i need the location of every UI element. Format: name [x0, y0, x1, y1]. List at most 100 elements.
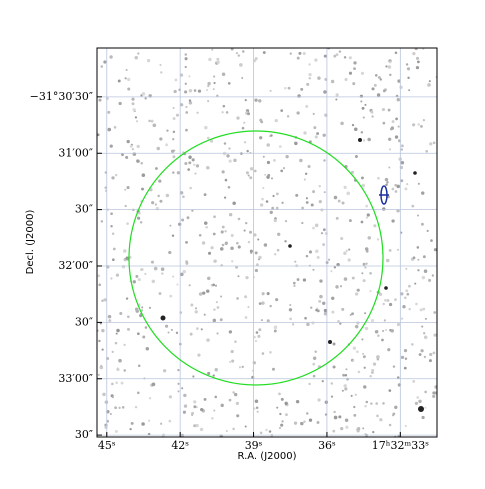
star	[318, 200, 322, 204]
star	[212, 232, 216, 236]
star	[362, 427, 365, 430]
star	[212, 318, 217, 323]
star	[245, 171, 249, 175]
star	[327, 258, 331, 261]
star	[416, 56, 420, 60]
star	[130, 421, 134, 425]
star	[269, 304, 272, 308]
star	[225, 241, 228, 245]
star	[403, 349, 408, 353]
star	[308, 250, 313, 254]
star	[179, 73, 184, 77]
star	[429, 142, 433, 146]
star	[221, 243, 225, 247]
star	[212, 88, 215, 91]
star	[123, 343, 126, 347]
star	[347, 258, 351, 262]
star	[389, 61, 392, 64]
star	[160, 267, 165, 271]
star	[212, 374, 215, 377]
star	[110, 212, 113, 216]
y-tick-label: 30″	[75, 203, 93, 216]
star	[426, 229, 429, 233]
star	[284, 240, 287, 243]
star	[207, 100, 210, 103]
star	[344, 387, 348, 391]
star	[348, 248, 351, 251]
star	[211, 48, 214, 51]
star	[302, 278, 307, 282]
star	[306, 82, 310, 86]
star	[421, 275, 426, 280]
star	[352, 82, 356, 86]
star	[323, 159, 326, 162]
star	[385, 183, 388, 186]
star	[228, 159, 232, 163]
star	[109, 55, 113, 59]
star	[225, 429, 228, 432]
star	[304, 316, 307, 320]
star	[179, 191, 184, 195]
star	[381, 329, 385, 333]
star	[180, 272, 184, 277]
star	[220, 230, 224, 234]
star	[97, 133, 100, 137]
star	[360, 131, 364, 134]
star	[384, 298, 387, 302]
star	[168, 419, 172, 423]
star	[195, 423, 199, 428]
star	[268, 430, 272, 433]
star	[141, 92, 146, 96]
star	[352, 346, 356, 350]
star	[188, 155, 192, 159]
star	[313, 126, 317, 130]
star	[230, 48, 234, 51]
star	[375, 402, 379, 405]
star	[416, 214, 420, 217]
star	[185, 260, 188, 263]
star	[367, 137, 371, 142]
star	[108, 319, 112, 323]
star	[392, 412, 396, 416]
star	[397, 79, 401, 83]
star	[434, 385, 437, 389]
star	[333, 266, 337, 269]
star	[98, 283, 102, 287]
star	[385, 328, 388, 332]
star	[142, 335, 146, 339]
star	[400, 355, 405, 359]
star	[216, 332, 219, 335]
star	[297, 94, 301, 98]
star	[197, 89, 202, 93]
star	[160, 71, 163, 74]
y-tick-label: −31°30′30″	[30, 90, 93, 103]
star	[168, 395, 173, 399]
star	[165, 324, 169, 328]
star	[345, 249, 348, 252]
star	[374, 329, 379, 334]
star	[148, 306, 151, 309]
star	[361, 183, 365, 188]
star	[207, 81, 211, 86]
star	[202, 291, 206, 295]
bright-star	[328, 340, 332, 344]
star	[224, 178, 228, 182]
star	[115, 332, 118, 335]
star	[115, 381, 118, 384]
star	[392, 365, 396, 368]
star	[214, 368, 218, 372]
star	[364, 312, 367, 315]
star	[289, 52, 292, 55]
star	[168, 250, 172, 255]
star	[385, 65, 388, 68]
star	[340, 427, 344, 431]
star	[200, 328, 203, 331]
star	[249, 249, 253, 253]
y-tick-label: 30″	[75, 428, 93, 441]
star	[170, 149, 175, 153]
star	[388, 389, 392, 392]
star	[154, 203, 158, 206]
star	[115, 273, 120, 277]
star	[333, 54, 337, 58]
star	[308, 63, 311, 66]
